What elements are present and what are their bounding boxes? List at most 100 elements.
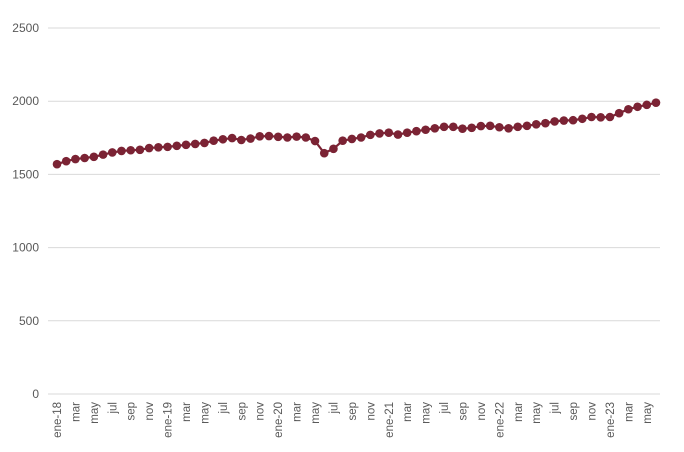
y-axis-tick-labels: 0 500 1000 1500 2000 2500 bbox=[12, 21, 39, 401]
data-point bbox=[292, 132, 301, 141]
data-point bbox=[412, 126, 421, 136]
x-tick-label: may bbox=[531, 402, 543, 424]
data-point bbox=[513, 122, 523, 132]
data-point bbox=[163, 142, 172, 152]
data-point bbox=[347, 134, 357, 144]
y-tick-label: 2500 bbox=[12, 21, 39, 35]
series-markers bbox=[52, 98, 661, 169]
data-point bbox=[605, 112, 615, 122]
y-tick-label: 1500 bbox=[12, 167, 39, 181]
data-point bbox=[476, 121, 486, 131]
data-point bbox=[264, 131, 274, 141]
data-point bbox=[504, 123, 513, 133]
x-tick-label: jul bbox=[439, 402, 451, 415]
data-point bbox=[366, 130, 375, 140]
x-tick-label: mar bbox=[513, 402, 525, 422]
x-tick-label: sep bbox=[457, 402, 469, 421]
data-point bbox=[522, 121, 532, 131]
x-tick-label: may bbox=[310, 402, 322, 424]
x-tick-label: nov bbox=[144, 402, 156, 421]
x-tick-label: mar bbox=[402, 402, 414, 422]
data-point bbox=[117, 146, 126, 156]
data-point bbox=[439, 122, 449, 132]
data-point bbox=[154, 143, 163, 152]
data-point bbox=[144, 143, 154, 153]
x-tick-label: ene-21 bbox=[384, 402, 396, 438]
data-point bbox=[209, 136, 218, 146]
data-point bbox=[255, 132, 265, 141]
x-tick-label: may bbox=[642, 402, 654, 424]
data-point bbox=[190, 139, 200, 149]
data-point bbox=[541, 118, 550, 128]
data-point bbox=[577, 114, 587, 124]
data-point bbox=[651, 98, 661, 107]
x-tick-label: ene-22 bbox=[494, 402, 506, 438]
data-point bbox=[467, 123, 476, 133]
data-point bbox=[587, 112, 596, 122]
data-point bbox=[301, 133, 311, 142]
x-tick-label: ene-19 bbox=[163, 402, 175, 438]
data-point bbox=[448, 122, 458, 132]
x-tick-label: sep bbox=[126, 402, 138, 421]
data-point bbox=[329, 144, 338, 154]
x-tick-label: ene-18 bbox=[52, 402, 64, 438]
data-point bbox=[633, 102, 642, 112]
x-tick-label: mar bbox=[292, 402, 304, 422]
data-point bbox=[614, 108, 624, 118]
x-tick-label: ene-20 bbox=[273, 402, 285, 438]
data-point bbox=[485, 121, 495, 131]
x-tick-label: may bbox=[421, 402, 433, 424]
x-tick-label: jul bbox=[328, 402, 340, 415]
data-point bbox=[550, 117, 559, 126]
data-point bbox=[393, 130, 403, 139]
data-point bbox=[596, 113, 606, 122]
y-tick-label: 2000 bbox=[12, 94, 39, 108]
data-point bbox=[430, 123, 440, 133]
x-tick-label: sep bbox=[236, 402, 248, 421]
data-point bbox=[200, 138, 209, 148]
data-point bbox=[531, 120, 541, 129]
data-point bbox=[421, 125, 430, 135]
series-line bbox=[56, 101, 657, 166]
data-point bbox=[218, 134, 228, 144]
data-point bbox=[384, 128, 394, 137]
x-tick-label: nov bbox=[365, 402, 377, 421]
data-point bbox=[52, 159, 62, 169]
y-tick-label: 0 bbox=[32, 387, 39, 401]
data-point bbox=[80, 153, 89, 163]
x-tick-label: may bbox=[89, 402, 101, 424]
gridlines bbox=[48, 27, 660, 395]
x-tick-label: ene-23 bbox=[605, 402, 617, 438]
data-point bbox=[559, 116, 569, 125]
data-point bbox=[495, 122, 504, 132]
data-point bbox=[356, 133, 366, 142]
data-point bbox=[61, 156, 71, 166]
x-tick-label: mar bbox=[181, 402, 193, 422]
data-point bbox=[568, 115, 578, 125]
x-tick-label: mar bbox=[623, 402, 635, 422]
x-axis-tick-labels: ene-18 mar may jul sep nov ene-19 mar may jul sep n… bbox=[52, 402, 654, 438]
data-point bbox=[310, 136, 320, 146]
x-tick-label: jul bbox=[218, 402, 230, 415]
x-tick-label: nov bbox=[476, 402, 488, 421]
data-point bbox=[71, 154, 80, 164]
x-tick-label: may bbox=[199, 402, 211, 424]
data-point bbox=[135, 145, 145, 155]
x-tick-label: mar bbox=[70, 402, 82, 422]
data-point bbox=[98, 150, 108, 159]
data-point bbox=[107, 148, 117, 157]
data-point bbox=[319, 148, 329, 158]
data-point bbox=[624, 104, 633, 114]
data-point bbox=[375, 129, 384, 138]
data-point bbox=[338, 136, 347, 146]
data-point bbox=[126, 145, 136, 155]
data-point bbox=[642, 100, 652, 110]
data-point bbox=[402, 128, 412, 137]
y-tick-label: 1000 bbox=[12, 241, 39, 255]
data-point bbox=[283, 133, 292, 142]
x-tick-label: jul bbox=[550, 402, 562, 415]
data-point bbox=[227, 133, 237, 143]
data-point bbox=[181, 140, 191, 150]
x-tick-label: nov bbox=[255, 402, 267, 421]
